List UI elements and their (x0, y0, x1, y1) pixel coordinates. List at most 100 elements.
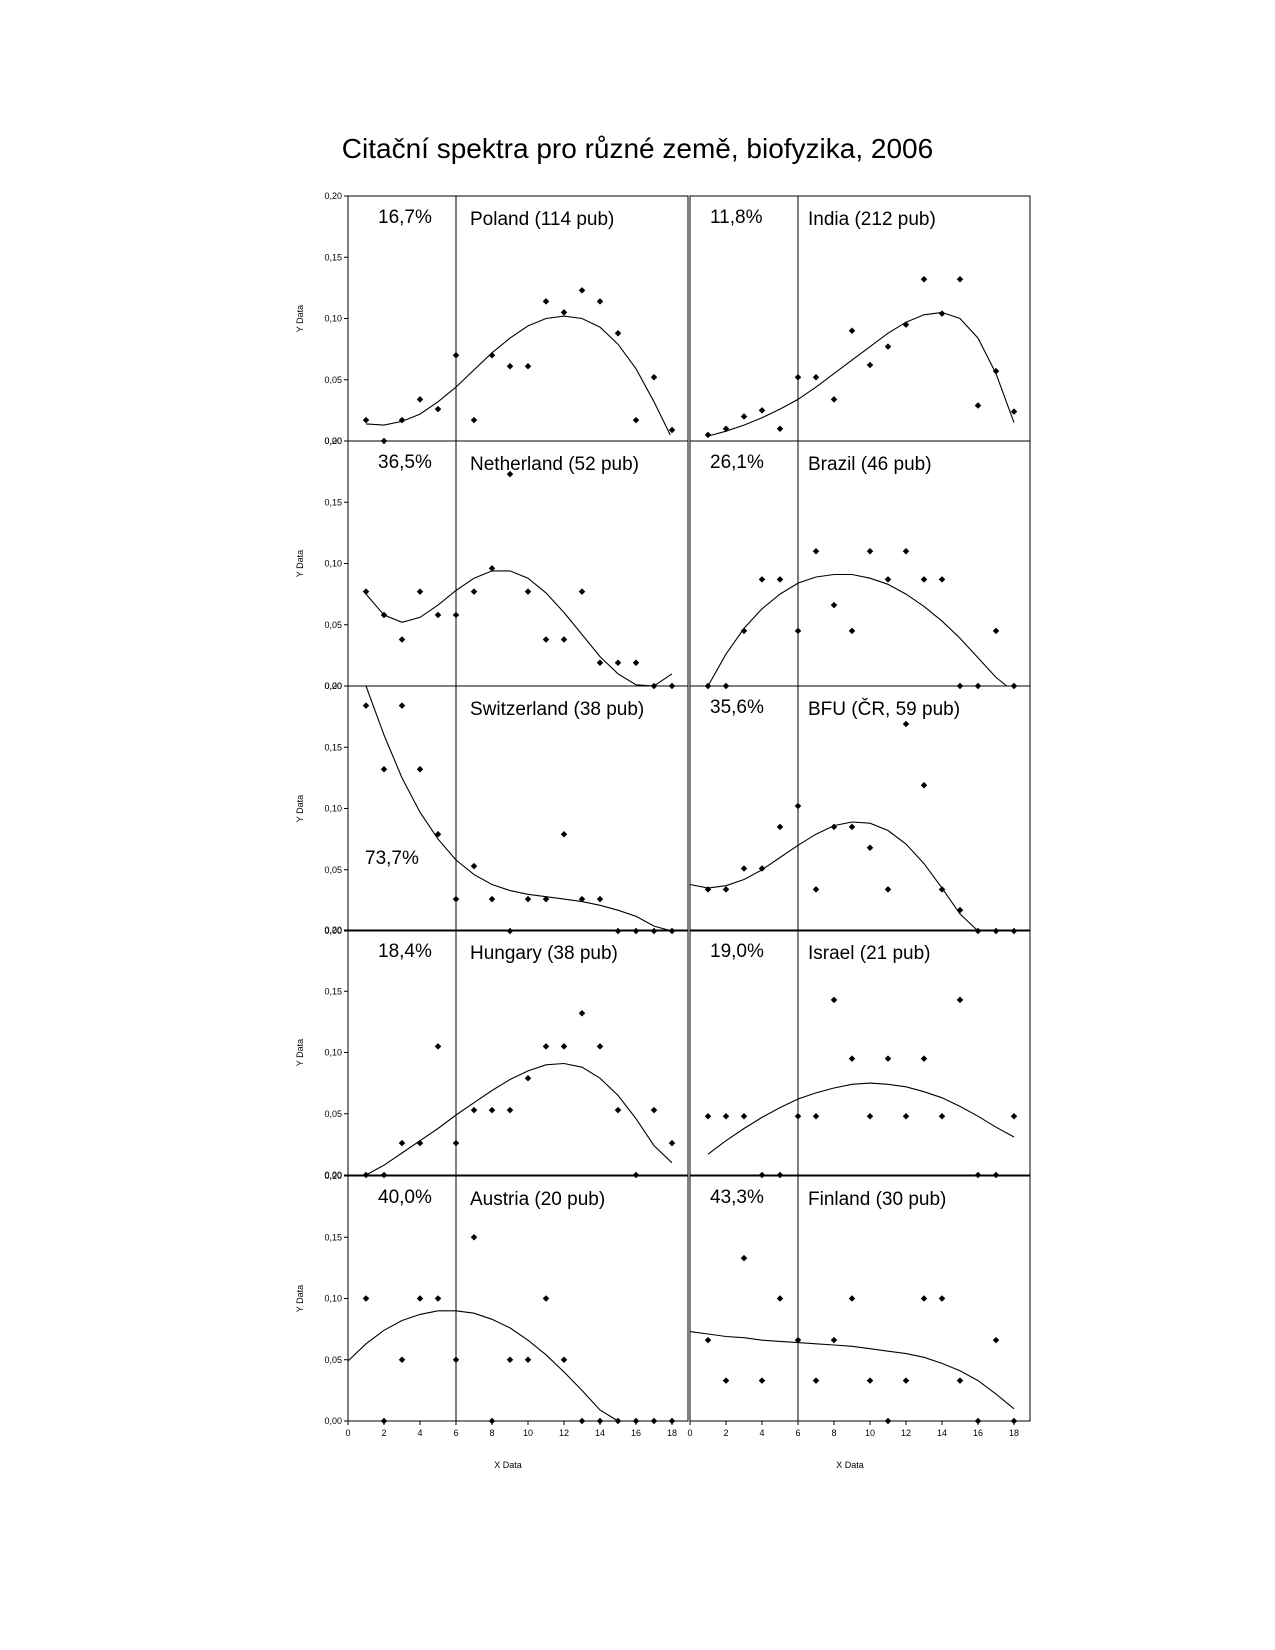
data-point (758, 576, 766, 583)
plot-frame (347, 195, 689, 442)
share-annotation: 43,3% (710, 1187, 764, 1208)
y-tick-label: 0,00 (324, 1170, 342, 1180)
data-point (920, 781, 928, 789)
data-point (560, 1356, 568, 1364)
data-point (632, 1171, 640, 1179)
x-tick-label: 4 (759, 1428, 764, 1438)
data-point (902, 547, 910, 555)
data-point (632, 659, 640, 666)
data-point (848, 1295, 856, 1302)
share-annotation: 73,7% (365, 848, 419, 869)
y-tick-label: 0,20 (324, 925, 342, 935)
data-point (920, 276, 928, 283)
share-annotation: 36,5% (378, 452, 432, 473)
data-point (812, 886, 820, 893)
data-point (524, 363, 532, 370)
data-point (614, 1417, 622, 1425)
data-point (776, 576, 784, 583)
x-tick-label: 18 (1009, 1428, 1019, 1438)
data-point (668, 927, 676, 935)
data-point (704, 1112, 712, 1120)
chart-title: Israel (21 pub) (808, 943, 931, 964)
y-tick-label: 0,15 (324, 742, 342, 752)
x-tick-label: 2 (381, 1428, 386, 1438)
data-point (974, 1171, 982, 1179)
data-point (452, 611, 460, 619)
data-point (524, 588, 532, 595)
data-point (524, 1356, 532, 1364)
y-tick-label: 0,15 (324, 252, 342, 262)
data-point (812, 1377, 820, 1384)
data-point (398, 702, 406, 709)
data-point (920, 576, 928, 583)
y-tick-label: 0,20 (324, 436, 342, 446)
data-point (866, 547, 874, 555)
data-point (722, 1377, 730, 1384)
data-point (812, 374, 820, 381)
y-axis-label: Y Data (295, 1285, 305, 1312)
data-point (1010, 408, 1018, 415)
data-point (380, 766, 388, 773)
data-point (452, 351, 460, 359)
share-annotation: 18,4% (378, 941, 432, 962)
fit-curve (689, 1331, 1015, 1410)
data-point (812, 547, 820, 555)
data-point (956, 996, 964, 1004)
data-point (848, 1055, 856, 1062)
plot-frame (689, 685, 1031, 932)
data-point (650, 374, 658, 381)
data-point (614, 927, 622, 935)
x-tick-label: 18 (667, 1428, 677, 1438)
data-point (920, 1295, 928, 1302)
y-tick-label: 0,10 (324, 1048, 342, 1058)
data-point (596, 659, 604, 666)
data-point (830, 601, 838, 609)
data-point (974, 927, 982, 935)
data-point (614, 659, 622, 666)
data-point (830, 396, 838, 403)
data-point (1010, 1417, 1018, 1425)
data-point (452, 1356, 460, 1364)
x-tick-label: 8 (831, 1428, 836, 1438)
share-annotation: 19,0% (710, 941, 764, 962)
fit-curve (365, 315, 671, 436)
data-point (362, 1171, 370, 1179)
data-point (434, 1295, 442, 1302)
y-tick-label: 0,05 (324, 375, 342, 385)
x-tick-label: 14 (595, 1428, 605, 1438)
data-point (488, 1106, 496, 1114)
data-point (596, 298, 604, 305)
data-point (758, 1377, 766, 1384)
data-point (1010, 1112, 1018, 1120)
data-point (506, 927, 514, 935)
data-point (398, 1356, 406, 1364)
data-point (956, 1377, 964, 1384)
data-point (848, 823, 856, 831)
data-point (902, 720, 910, 728)
y-tick-label: 0,00 (324, 436, 342, 446)
data-point (866, 1112, 874, 1120)
data-point (470, 1106, 478, 1114)
chart-title: Netherland (52 pub) (470, 454, 639, 475)
x-tick-label: 6 (795, 1428, 800, 1438)
fit-curve (707, 573, 1008, 687)
data-point (380, 611, 388, 619)
data-point (938, 310, 946, 317)
data-point (902, 321, 910, 328)
data-point (560, 309, 568, 316)
y-tick-label: 0,00 (324, 681, 342, 691)
data-point (632, 416, 640, 424)
data-point (992, 1336, 1000, 1344)
data-point (884, 886, 892, 893)
data-point (668, 426, 676, 434)
data-point (578, 1417, 586, 1425)
data-point (542, 298, 550, 305)
data-point (416, 396, 424, 403)
data-point (956, 276, 964, 283)
data-point (416, 766, 424, 773)
data-point (884, 576, 892, 583)
data-point (524, 1074, 532, 1082)
data-point (578, 1010, 586, 1017)
x-tick-label: 16 (973, 1428, 983, 1438)
fit-curve (689, 821, 979, 932)
